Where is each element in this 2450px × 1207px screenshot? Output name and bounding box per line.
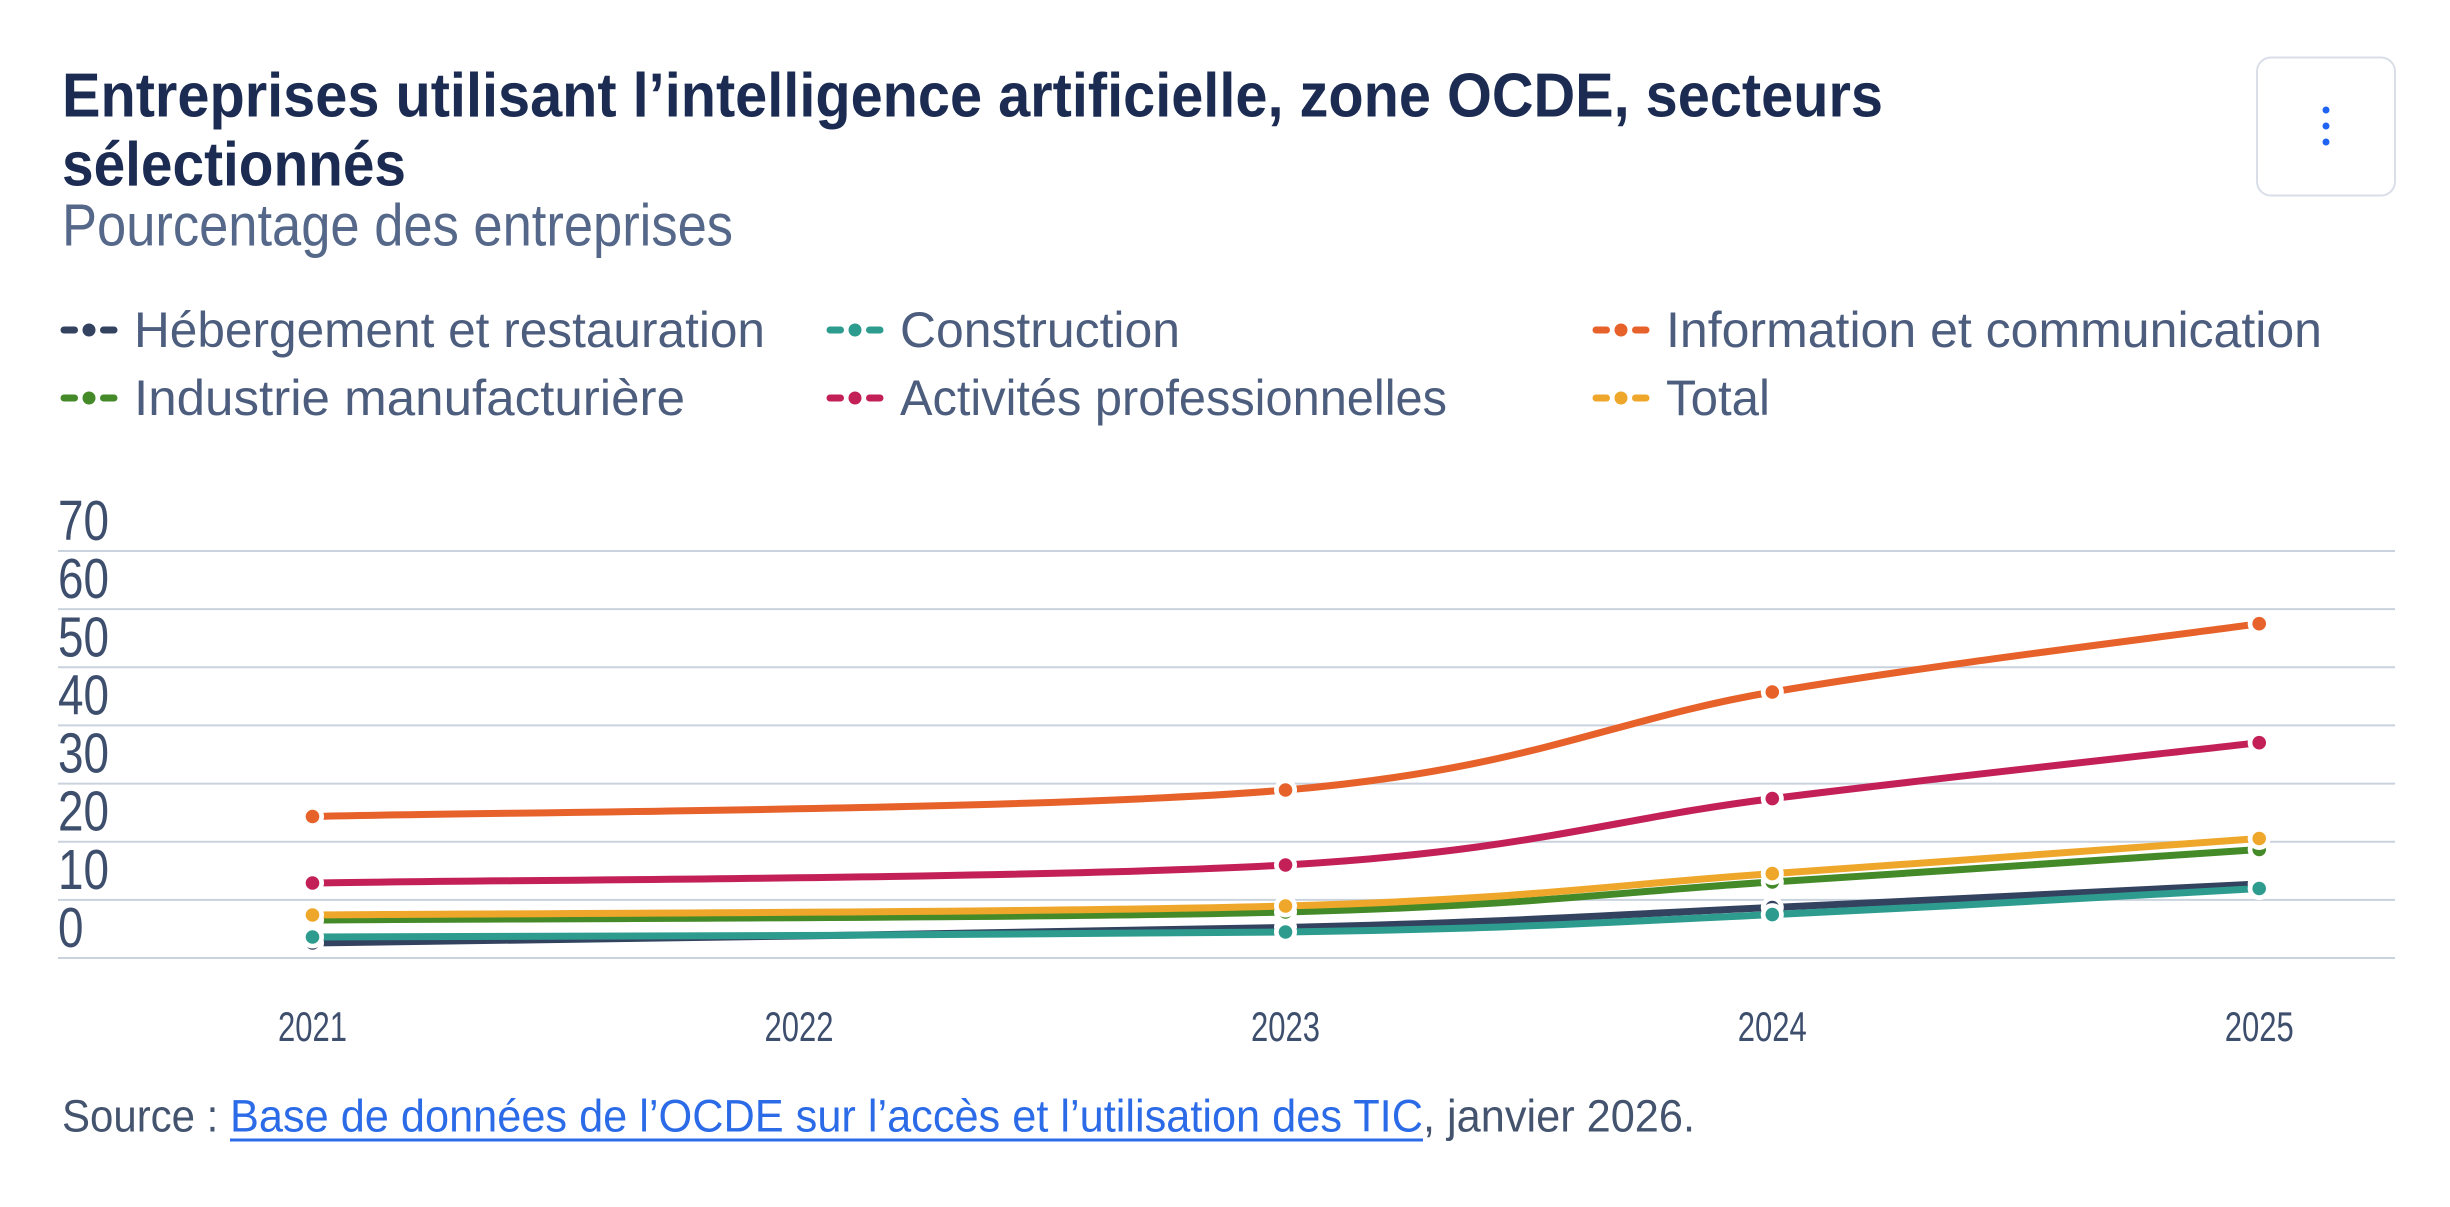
svg-text:Source :: Source : — [62, 1091, 230, 1142]
svg-text:Total: Total — [1666, 370, 1770, 426]
svg-text:20: 20 — [58, 780, 109, 844]
svg-text:60: 60 — [58, 547, 109, 611]
svg-text:2025: 2025 — [2225, 1003, 2294, 1050]
svg-text:2022: 2022 — [765, 1003, 834, 1050]
svg-text:Base de données de l’OCDE sur: Base de données de l’OCDE sur l’accès et… — [230, 1091, 1423, 1142]
svg-text:10: 10 — [58, 838, 109, 902]
svg-text:2021: 2021 — [278, 1003, 347, 1050]
svg-text:70: 70 — [58, 489, 109, 553]
svg-text:Hébergement et restauration: Hébergement et restauration — [134, 302, 765, 358]
svg-text:30: 30 — [58, 722, 109, 786]
svg-text:Activités professionnelles: Activités professionnelles — [900, 370, 1447, 426]
svg-text:40: 40 — [58, 663, 109, 727]
svg-text:sélectionnés: sélectionnés — [62, 131, 406, 200]
svg-text:Industrie manufacturière: Industrie manufacturière — [134, 370, 685, 426]
svg-text:, janvier 2026.: , janvier 2026. — [1423, 1091, 1695, 1142]
svg-text:Entreprises utilisant l’intell: Entreprises utilisant l’intelligence art… — [62, 62, 1883, 131]
svg-text:Information et communication: Information et communication — [1666, 302, 2322, 358]
svg-text:50: 50 — [58, 605, 109, 669]
svg-text:2024: 2024 — [1738, 1003, 1807, 1050]
svg-text:0: 0 — [58, 896, 84, 960]
svg-text:Pourcentage des entreprises: Pourcentage des entreprises — [62, 193, 733, 259]
svg-text:Construction: Construction — [900, 302, 1180, 358]
svg-text:2023: 2023 — [1251, 1003, 1320, 1050]
